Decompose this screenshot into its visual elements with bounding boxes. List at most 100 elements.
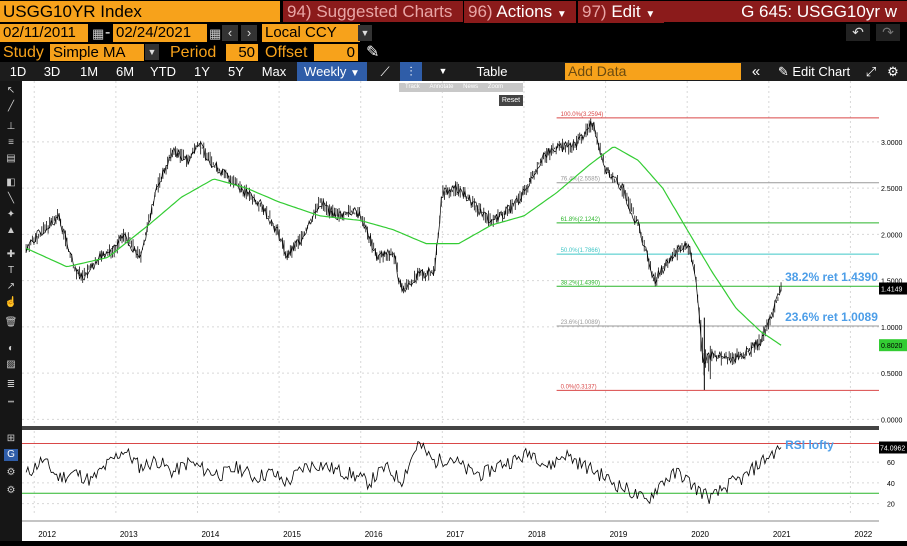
chart-panel[interactable]: 100.0%(3.2594) 76.4%(2.5585) 61.8%(2.1242)… <box>22 81 879 541</box>
channel-icon[interactable]: ▤ <box>6 153 16 164</box>
offset-input[interactable]: 0 <box>314 44 358 61</box>
edit-chart-button[interactable]: ✎ Edit Chart <box>770 62 858 81</box>
gear-icon[interactable]: ⚙ <box>6 485 16 496</box>
date-bar: 02/11/2011 ▦ - 02/24/2021 ▦ ‹ › Local CC… <box>0 23 907 43</box>
chevron-down-icon[interactable]: ▼ <box>145 44 159 60</box>
fibonacci-icon[interactable]: ≡ <box>8 137 14 148</box>
delete-icon[interactable]: 🗑 <box>4 317 18 328</box>
x-tick-label: 2018 <box>528 530 546 539</box>
redo-icon[interactable]: ↷ <box>876 24 900 41</box>
x-tick-label: 2022 <box>854 530 872 539</box>
grid-icon[interactable]: G <box>4 449 18 461</box>
y-tick-label: 1.0000 <box>881 325 903 332</box>
text-tool-icon[interactable]: T <box>7 265 15 276</box>
track-tool[interactable]: Track <box>405 84 420 90</box>
start-date-field[interactable]: 02/11/2011 <box>0 24 88 42</box>
reset-button[interactable]: Reset <box>499 95 523 106</box>
fib-level-label: 0.0%(0.3137) <box>561 384 597 390</box>
calendar-icon[interactable]: ▦ <box>209 26 222 41</box>
weight-icon[interactable]: ≣ <box>6 379 16 390</box>
frequency-select[interactable]: Weekly ▼ <box>297 62 367 81</box>
crosshair-icon[interactable]: ✚ <box>6 249 16 260</box>
annotation-382[interactable]: 38.2% ret 1.4390 <box>785 270 878 285</box>
date-dash: - <box>105 24 111 41</box>
range-1m-button[interactable]: 1M <box>79 64 99 79</box>
marker-icon[interactable]: ▲ <box>6 225 16 236</box>
annotation-236[interactable]: 23.6% ret 1.0089 <box>785 310 878 325</box>
y-axis: 3.0000 2.5000 2.0000 1.5000 1.0000 0.5000 0.00… <box>879 140 907 509</box>
rsi-tick-label: 20 <box>887 502 895 509</box>
rsi-last-tag-text: 74.0962 <box>880 446 905 453</box>
zoom-tool[interactable]: Zoom <box>487 84 504 90</box>
x-tick-label: 2015 <box>283 530 301 539</box>
cursor-icon[interactable]: ↖ <box>6 85 16 96</box>
actions-label: Actions <box>496 2 553 21</box>
arrow-tool-icon[interactable]: ↗ <box>6 281 16 292</box>
line-chart-icon[interactable]: ⟋ <box>380 64 390 79</box>
news-tool[interactable]: News <box>463 84 479 90</box>
line-tool-icon[interactable]: ╱ <box>7 101 15 112</box>
resize-icon[interactable]: ⤢ <box>865 64 877 79</box>
color-icon[interactable]: ◐ <box>7 343 15 354</box>
star-icon[interactable]: ✦ <box>6 209 16 220</box>
layers-icon[interactable]: ⚙ <box>6 467 16 478</box>
actions-num: 96) <box>468 2 493 21</box>
fill-icon[interactable]: ▨ <box>6 359 16 370</box>
add-data-input[interactable]: Add Data <box>565 63 741 80</box>
range-1y-button[interactable]: 1Y <box>194 64 210 79</box>
settings-icon[interactable]: ⚙ <box>887 64 899 79</box>
undo-icon[interactable]: ↶ <box>846 24 870 41</box>
range-1d-button[interactable]: 1D <box>9 64 27 79</box>
x-tick-label: 2014 <box>201 530 219 539</box>
y-tick-label: 0.5000 <box>881 371 903 378</box>
frequency-label: Weekly <box>304 64 347 79</box>
bar-chart-icon[interactable]: ⫶ <box>400 62 422 81</box>
x-tick-label: 2017 <box>446 530 464 539</box>
rsi-line <box>25 441 782 505</box>
period-input[interactable]: 50 <box>226 44 258 61</box>
pointer-icon[interactable]: ☝ <box>4 297 18 308</box>
shape-icon[interactable]: ◧ <box>6 177 16 188</box>
range-5y-button[interactable]: 5Y <box>228 64 244 79</box>
chart-background <box>22 81 879 541</box>
rsi-last-tag <box>879 441 907 454</box>
pen-icon: ✎ <box>777 64 789 79</box>
collapse-icon[interactable]: « <box>751 63 761 80</box>
measure-icon[interactable]: ⊥ <box>6 121 16 132</box>
fibonacci-levels: 100.0%(3.2594) 76.4%(2.5585) 61.8%(2.1242)… <box>556 112 879 391</box>
study-select[interactable]: Simple MA <box>50 44 144 61</box>
pen-icon[interactable]: ✎ <box>366 44 380 61</box>
ticker-field[interactable]: USGG10YR Index <box>0 1 280 22</box>
edit-menu[interactable]: 97) Edit ▼ <box>578 1 664 25</box>
range-max-button[interactable]: Max <box>261 64 287 79</box>
study-bar: Study Simple MA ▼ Period 50 Offset 0 ✎ <box>0 43 907 62</box>
moving-average-line <box>25 146 782 346</box>
lock-icon[interactable]: ⊞ <box>6 433 16 444</box>
drawing-tools-sidebar: ↖ ╱ ⊥ ≡ ▤ ◧ ╲ ✦ ▲ ✚ T ↗ ☝ 🗑 ◐ ▨ ≣ ┅ ⊞ G … <box>0 81 22 541</box>
range-3d-button[interactable]: 3D <box>43 64 61 79</box>
chart-tools-strip: Track Annotate News Zoom <box>399 83 523 92</box>
style-icon[interactable]: ┅ <box>7 397 15 408</box>
chevron-down-icon[interactable]: ▼ <box>438 66 448 76</box>
calendar-icon[interactable]: ▦ <box>92 26 105 41</box>
annotate-tool[interactable]: Annotate <box>429 84 454 90</box>
chevron-down-icon[interactable]: ▼ <box>358 25 372 41</box>
chevron-down-icon: ▼ <box>350 68 360 79</box>
end-date-field[interactable]: 02/24/2021 <box>113 24 207 42</box>
currency-select[interactable]: Local CCY <box>262 24 360 42</box>
price-chart[interactable]: 100.0%(3.2594) 76.4%(2.5585) 61.8%(2.1242)… <box>22 81 879 541</box>
ruler-icon[interactable]: ╲ <box>7 193 15 204</box>
next-period-button[interactable]: › <box>241 25 257 41</box>
actions-menu[interactable]: 96) Actions ▼ <box>464 1 576 25</box>
range-6m-button[interactable]: 6M <box>115 64 135 79</box>
fib-level-label: 100.0%(3.2594) <box>561 112 604 118</box>
price-line <box>25 120 782 366</box>
table-button[interactable]: Table <box>476 64 508 79</box>
fib-level-label: 76.4%(2.5585) <box>561 177 600 183</box>
rsi-tick-label: 60 <box>887 460 895 467</box>
prev-period-button[interactable]: ‹ <box>222 25 238 41</box>
rsi-label[interactable]: RSI lofty <box>785 437 834 452</box>
range-ytd-button[interactable]: YTD <box>150 64 176 79</box>
edit-num: 97) <box>582 2 607 21</box>
suggested-charts-menu[interactable]: 94) Suggested Charts <box>283 1 463 22</box>
